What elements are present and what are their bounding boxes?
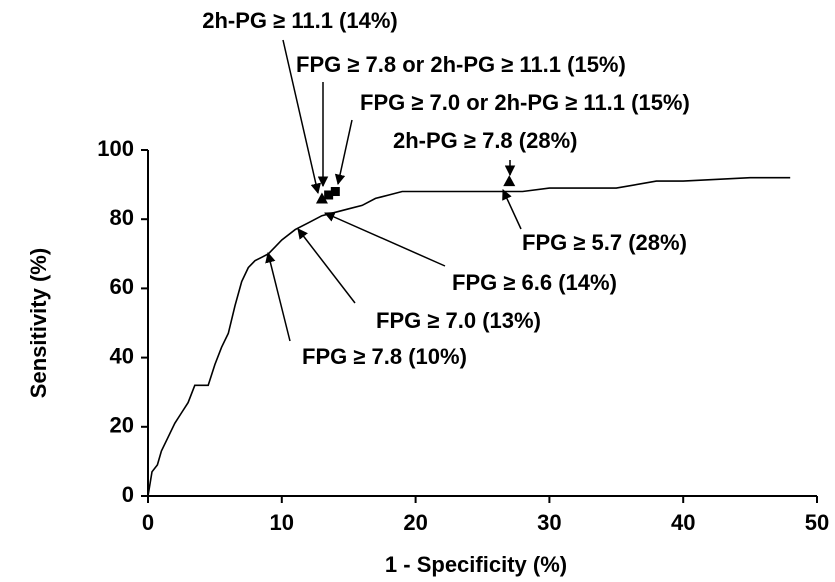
annotation-arrow	[334, 119, 353, 186]
triangle-marker	[315, 192, 328, 204]
square-marker	[324, 190, 334, 200]
x-tick-label: 0	[142, 510, 154, 535]
x-tick-label: 30	[537, 510, 561, 535]
square-marker	[330, 187, 340, 197]
y-tick-label: 40	[110, 343, 134, 368]
x-axis-label: 1 - Specificity (%)	[385, 552, 567, 577]
y-tick-label: 0	[122, 482, 134, 507]
annotation-arrow	[282, 39, 322, 195]
annotation: 2h-PG ≥ 11.1 (14%)	[202, 8, 398, 33]
annotation-arrow	[502, 189, 522, 230]
annotation: FPG ≥ 7.8 or 2h-PG ≥ 11.1 (15%)	[296, 52, 626, 77]
annotation-arrow	[265, 251, 291, 342]
annotation: 2h-PG ≥ 7.8 (28%)	[393, 128, 577, 153]
annotation: FPG ≥ 7.0 (13%)	[376, 308, 541, 333]
annotation-arrow	[297, 228, 356, 304]
x-tick-label: 20	[403, 510, 427, 535]
y-axis-label: Sensitivity (%)	[26, 248, 51, 398]
x-tick-label: 40	[671, 510, 695, 535]
annotation: FPG ≥ 7.0 or 2h-PG ≥ 11.1 (15%)	[360, 90, 690, 115]
x-tick-label: 50	[805, 510, 829, 535]
x-tick-label: 10	[270, 510, 294, 535]
annotation: FPG ≥ 6.6 (14%)	[452, 270, 617, 295]
y-tick-label: 20	[110, 413, 134, 438]
roc-curve	[147, 176, 791, 497]
y-tick-label: 60	[110, 274, 134, 299]
annotation-arrow	[324, 212, 446, 267]
triangle-marker	[503, 175, 516, 187]
annotation: FPG ≥ 7.8 (10%)	[302, 344, 467, 369]
y-tick-label: 80	[110, 205, 134, 230]
y-tick-label: 100	[97, 136, 134, 161]
annotation: FPG ≥ 5.7 (28%)	[522, 230, 687, 255]
